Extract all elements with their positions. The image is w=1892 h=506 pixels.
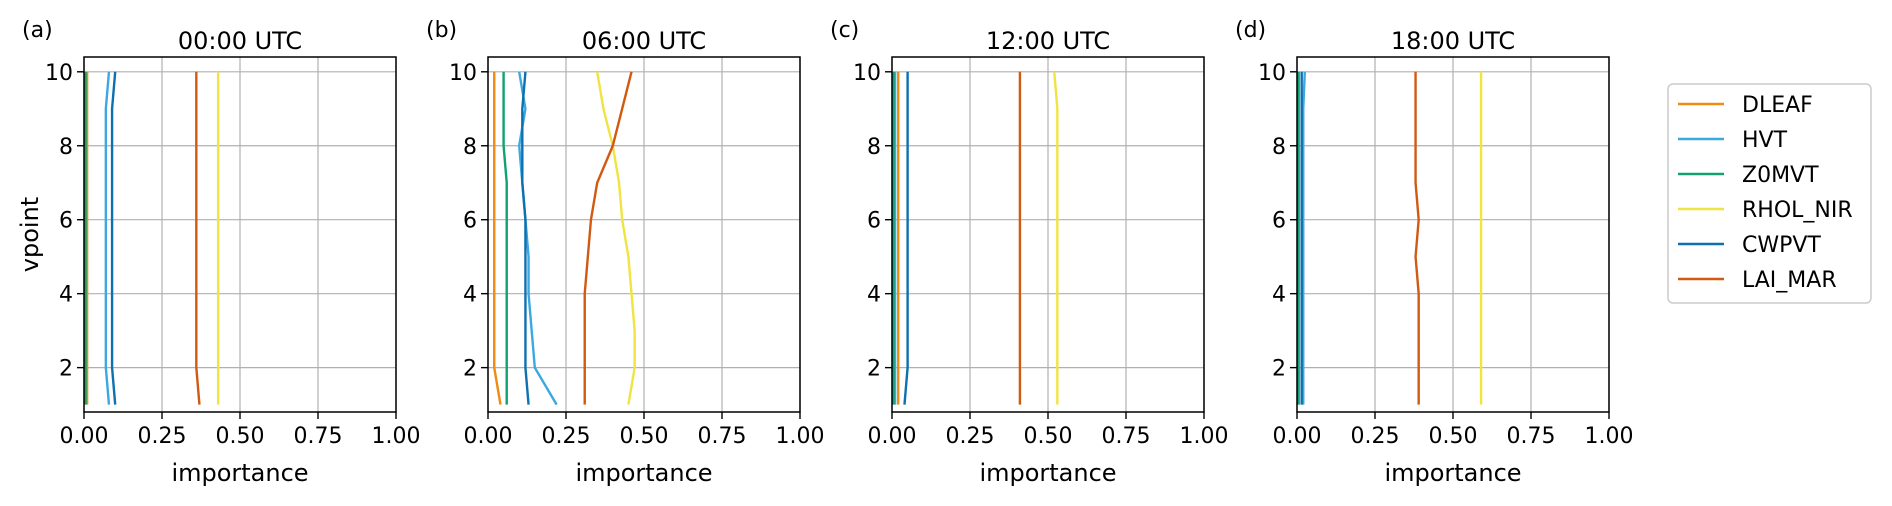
y-tick-label: 2 <box>1272 357 1286 382</box>
y-tick-label: 4 <box>59 283 73 308</box>
y-tick-label: 10 <box>449 61 477 86</box>
series-line-lai-mar <box>583 71 633 405</box>
series-line-z0mvt <box>502 71 508 405</box>
legend: DLEAF HVT Z0MVT RHOL_NIR CWPVT LAI_MAR <box>1667 83 1872 304</box>
y-tick-label: 6 <box>1272 209 1286 234</box>
series-line-hvt <box>104 71 111 405</box>
y-tick-label: 8 <box>463 135 477 160</box>
y-tick-label: 10 <box>45 61 73 86</box>
y-tick-label: 8 <box>1272 135 1286 160</box>
series-line-hvt <box>1302 71 1306 405</box>
panel-title: 18:00 UTC <box>1391 27 1515 55</box>
series-line-dleaf <box>493 71 502 405</box>
x-axis-label: importance <box>979 459 1116 487</box>
panel-b: 0.00 0.25 0.50 0.75 1.00 2 4 6 8 10 06:00 UTC (b) im… <box>426 18 824 487</box>
x-tick-label: 0.25 <box>946 424 995 449</box>
x-tick-label: 0.25 <box>542 424 591 449</box>
series-line-rhol-nir <box>596 71 636 405</box>
legend-label: RHOL_NIR <box>1742 198 1853 223</box>
y-tick-label: 6 <box>59 209 73 234</box>
series-line-rhol-nir <box>1053 71 1059 405</box>
legend-item: DLEAF <box>1678 93 1813 118</box>
x-tick-label: 0.50 <box>1024 424 1073 449</box>
panel-d: 0.00 0.25 0.50 0.75 1.00 2 4 6 8 10 18:00 UTC (d) im… <box>1235 18 1633 487</box>
x-tick-label: 0.75 <box>1507 424 1556 449</box>
plot-frame <box>1296 56 1610 413</box>
x-tick-label: 1.00 <box>776 424 825 449</box>
x-axis-label: importance <box>575 459 712 487</box>
x-tick-label: 0.00 <box>1273 424 1322 449</box>
x-tick-label: 0.25 <box>138 424 187 449</box>
legend-item: CWPVT <box>1678 233 1821 258</box>
plot-frame <box>487 56 801 413</box>
y-tick-label: 4 <box>463 283 477 308</box>
panel-title: 12:00 UTC <box>986 27 1110 55</box>
y-tick-label: 10 <box>1258 61 1286 86</box>
panel-title: 00:00 UTC <box>178 27 302 55</box>
y-tick-label: 8 <box>59 135 73 160</box>
y-tick-label: 2 <box>59 357 73 382</box>
panel-letter: (d) <box>1235 18 1266 43</box>
y-tick-label: 4 <box>867 283 881 308</box>
legend-item: Z0MVT <box>1678 163 1819 188</box>
y-tick-label: 4 <box>1272 283 1286 308</box>
x-tick-label: 0.50 <box>620 424 669 449</box>
y-tick-label: 2 <box>867 357 881 382</box>
y-axis-label: vpoint <box>16 197 44 272</box>
legend-item: HVT <box>1678 128 1788 153</box>
legend-label: DLEAF <box>1742 93 1813 118</box>
series-line-lai-mar <box>195 71 201 405</box>
x-tick-label: 0.00 <box>464 424 513 449</box>
legend-label: LAI_MAR <box>1742 268 1837 293</box>
legend-item: LAI_MAR <box>1678 268 1837 293</box>
y-tick-label: 6 <box>463 209 477 234</box>
legend-item: RHOL_NIR <box>1678 198 1853 223</box>
series-line-lai-mar <box>1414 71 1420 405</box>
y-tick-label: 8 <box>867 135 881 160</box>
y-tick-label: 6 <box>867 209 881 234</box>
panel-letter: (a) <box>22 18 53 43</box>
series-line-cwpvt <box>903 71 909 405</box>
x-tick-label: 0.00 <box>868 424 917 449</box>
panel-letter: (c) <box>830 18 859 43</box>
legend-label: CWPVT <box>1742 233 1821 258</box>
series-line-cwpvt <box>521 71 530 405</box>
y-tick-label: 10 <box>853 61 881 86</box>
x-tick-label: 0.75 <box>1102 424 1151 449</box>
legend-label: Z0MVT <box>1742 163 1819 188</box>
x-axis-label: importance <box>1384 459 1521 487</box>
x-tick-label: 1.00 <box>1585 424 1634 449</box>
x-tick-label: 0.50 <box>1429 424 1478 449</box>
x-tick-label: 0.75 <box>698 424 747 449</box>
series-line-cwpvt <box>110 71 117 405</box>
legend-label: HVT <box>1742 128 1788 153</box>
panel-a: 0.00 0.25 0.50 0.75 1.00 2 4 6 8 10 00:00 UTC (a) im… <box>16 18 420 487</box>
x-tick-label: 1.00 <box>1180 424 1229 449</box>
x-tick-label: 0.50 <box>216 424 265 449</box>
panels: 0.00 0.25 0.50 0.75 1.00 2 4 6 8 10 00:00 UTC (a) im… <box>16 18 1633 487</box>
x-tick-label: 0.00 <box>60 424 109 449</box>
y-tick-label: 2 <box>463 357 477 382</box>
panel-c: 0.00 0.25 0.50 0.75 1.00 2 4 6 8 10 12:00 UTC (c) im… <box>830 18 1228 487</box>
x-tick-label: 1.00 <box>372 424 421 449</box>
panel-letter: (b) <box>426 18 457 43</box>
x-tick-label: 0.25 <box>1351 424 1400 449</box>
plot-frame <box>891 56 1205 413</box>
plot-frame <box>83 56 397 413</box>
panel-title: 06:00 UTC <box>582 27 706 55</box>
x-axis-label: importance <box>171 459 308 487</box>
x-tick-label: 0.75 <box>294 424 343 449</box>
